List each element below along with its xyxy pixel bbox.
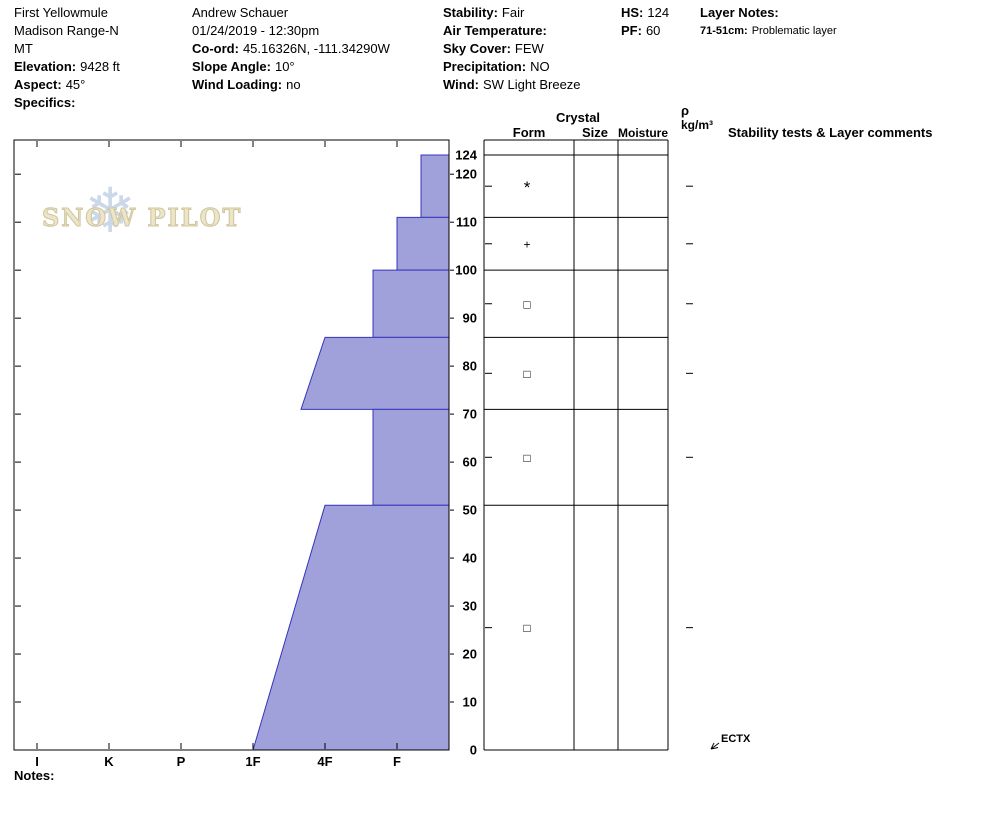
snow-layer <box>300 336 450 410</box>
air-temp-label: Air Temperature: <box>443 23 547 38</box>
crystal-form-symbol: * <box>524 178 531 197</box>
depth-axis-label: 50 <box>463 503 477 518</box>
sky-cover-label: Sky Cover: <box>443 41 511 56</box>
crystal-form-symbol: □ <box>523 297 530 311</box>
wind-line: Wind: SW Light Breeze <box>443 76 581 94</box>
profile-plot-border <box>13 139 450 751</box>
depth-axis-label: 10 <box>463 695 477 710</box>
sky-cover-line: Sky Cover: FEW <box>443 40 581 58</box>
crystal-form-symbol: □ <box>523 621 530 635</box>
crystal-form-symbol: □ <box>523 451 530 465</box>
aspect-line: Aspect: 45° <box>14 76 120 94</box>
pit-name: First Yellowmule <box>14 5 108 20</box>
location-block: First Yellowmule Madison Range-N MT Elev… <box>14 4 120 112</box>
snowflake-icon: ❄ <box>84 174 136 247</box>
observer-block: Andrew Schauer 01/24/2019 - 12:30pm Co-o… <box>192 4 390 94</box>
layer-note-text: Problematic layer <box>751 25 837 37</box>
snow-height-block: HS: 124 PF: 60 <box>621 4 669 40</box>
slope-angle-label: Slope Angle: <box>192 59 271 74</box>
stability-line: Stability: Fair <box>443 4 581 22</box>
specifics-line: Specifics: <box>14 94 120 112</box>
air-temp-line: Air Temperature: <box>443 22 581 40</box>
precip-label: Precipitation: <box>443 59 527 74</box>
depth-axis-label: 90 <box>463 311 477 326</box>
hardness-axis-label: 4F <box>317 754 332 769</box>
hs-value: 124 <box>647 5 670 20</box>
stability-comments-header: Stability tests & Layer comments <box>728 125 933 140</box>
depth-axis-label: 30 <box>463 599 477 614</box>
precip-value: NO <box>530 59 550 74</box>
pf-line: PF: 60 <box>621 22 669 40</box>
layer-note-depth: 71-51cm: <box>700 25 748 37</box>
depth-axis-label: 80 <box>463 359 477 374</box>
aspect-value: 45° <box>65 77 86 92</box>
depth-axis-label: 0 <box>470 743 477 758</box>
coord-label: Co-ord: <box>192 41 239 56</box>
elevation-line: Elevation: 9428 ft <box>14 58 120 76</box>
hs-line: HS: 124 <box>621 4 669 22</box>
depth-axis-label: 120 <box>455 167 477 182</box>
hardness-axis-label: F <box>393 754 401 769</box>
hardness-axis-label: K <box>104 754 114 769</box>
form-column-header: Form <box>512 125 546 140</box>
snow-layer <box>252 504 450 751</box>
snowpilot-logo-text: SNOW PILOT <box>41 203 243 233</box>
stability-test-arrow <box>710 742 720 750</box>
wind-label: Wind: <box>443 77 479 92</box>
pf-value: 60 <box>645 23 661 38</box>
slope-angle-line: Slope Angle: 10° <box>192 58 390 76</box>
stability-label: Stability: <box>443 5 498 20</box>
specifics-label: Specifics: <box>14 95 76 110</box>
depth-axis-label: 100 <box>455 263 477 278</box>
layer-note-line: 71-51cm: Problematic layer <box>700 22 837 40</box>
crystal-form-symbol: □ <box>523 367 530 381</box>
density-header-rho: ρ <box>680 103 690 118</box>
crystal-form-symbol: + <box>523 237 530 251</box>
depth-axis-label: 70 <box>463 407 477 422</box>
stability-test-label: ECTX <box>721 733 751 745</box>
hardness-axis-label: I <box>35 754 39 769</box>
slope-angle-value: 10° <box>274 59 295 74</box>
stability-value: Fair <box>501 5 525 20</box>
snow-layer <box>372 408 450 506</box>
moisture-column-header: Moisture <box>617 126 669 140</box>
density-header-units: kg/m³ <box>680 118 714 132</box>
depth-axis-label: 40 <box>463 551 477 566</box>
elevation-value: 9428 ft <box>80 59 120 74</box>
depth-axis-label: 60 <box>463 455 477 470</box>
wind-loading-value: no <box>286 77 301 92</box>
layer-notes-block: Layer Notes: 71-51cm: Problematic layer <box>700 4 837 40</box>
depth-axis-label: 110 <box>456 215 477 230</box>
state-name: MT <box>14 41 33 56</box>
depth-axis-label: 20 <box>463 647 477 662</box>
crystal-header: Crystal <box>555 110 601 125</box>
coord-value: 45.16326N, -111.34290W <box>242 41 390 56</box>
pf-label: PF: <box>621 23 642 38</box>
hardness-axis-label: P <box>177 754 186 769</box>
snow-layer <box>372 269 450 338</box>
notes-label: Notes: <box>14 768 55 783</box>
layer-notes-title: Layer Notes: <box>700 4 837 22</box>
sky-cover-value: FEW <box>514 41 544 56</box>
depth-axis-label: 124 <box>455 148 477 163</box>
observer-name: Andrew Schauer <box>192 5 289 20</box>
snow-layer <box>396 216 450 271</box>
wind-value: SW Light Breeze <box>482 77 581 92</box>
range-name: Madison Range-N <box>14 23 119 38</box>
hardness-axis-label: 1F <box>245 754 260 769</box>
wind-loading-line: Wind Loading: no <box>192 76 390 94</box>
precip-line: Precipitation: NO <box>443 58 581 76</box>
aspect-label: Aspect: <box>14 77 62 92</box>
conditions-block: Stability: Fair Air Temperature: Sky Cove… <box>443 4 581 94</box>
elevation-label: Elevation: <box>14 59 77 74</box>
wind-loading-label: Wind Loading: <box>192 77 283 92</box>
layer-notes-label: Layer Notes: <box>700 5 779 20</box>
pit-datetime: 01/24/2019 - 12:30pm <box>192 23 320 38</box>
size-column-header: Size <box>581 125 609 140</box>
hs-label: HS: <box>621 5 644 20</box>
coord-line: Co-ord: 45.16326N, -111.34290W <box>192 40 390 58</box>
snow-layer <box>420 154 450 218</box>
